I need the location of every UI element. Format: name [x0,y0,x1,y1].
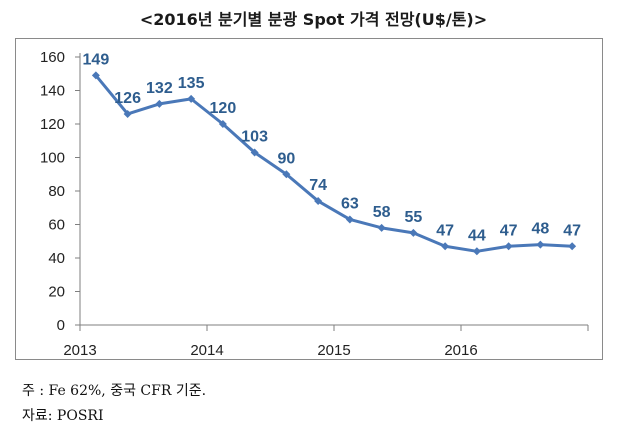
y-tick-labels: 0 20 40 60 80 100 120 140 160 [40,49,65,334]
data-label: 103 [241,128,268,145]
data-label: 47 [563,222,581,239]
footnote: 주 : Fe 62%, 중국 CFR 기준. [22,383,207,399]
y-tick-label: 20 [48,284,65,301]
x-tick-labels: 2013 2014 2015 2016 [63,342,477,359]
x-tick-label: 2014 [190,342,223,359]
data-label: 135 [178,75,205,92]
data-label: 74 [309,177,327,194]
data-points [91,71,577,256]
data-label: 55 [404,209,422,226]
data-label: 120 [210,100,237,117]
data-point [472,247,481,256]
data-point [123,109,132,118]
data-label: 58 [373,204,391,221]
data-point [409,228,418,237]
data-label: 132 [146,80,173,97]
y-tick-label: 60 [48,217,65,234]
data-point [504,242,513,251]
data-point [377,223,386,232]
y-tick-label: 0 [57,317,65,334]
y-tick-label: 80 [48,183,65,200]
x-tick-label: 2015 [317,342,350,359]
data-point [345,215,354,224]
y-tick-label: 120 [40,116,65,133]
x-tick-label: 2016 [444,342,477,359]
data-point [536,240,545,249]
data-point [218,120,227,128]
data-point [155,99,164,108]
chart-frame [15,38,603,360]
data-label: 90 [277,150,295,167]
data-point [314,197,323,206]
y-tick-label: 40 [48,250,65,267]
chart-axes [75,53,589,331]
x-tick-label: 2013 [63,342,96,359]
chart-title: <2016년 분기별 분광 Spot 가격 전망(U$/톤)> [139,10,488,29]
data-label: 47 [436,222,454,239]
data-label: 149 [83,51,110,68]
data-point [282,170,291,179]
data-label: 47 [500,222,518,239]
source-note: 자료: POSRI [22,408,104,424]
y-tick-label: 100 [40,150,65,167]
y-tick-label: 140 [40,83,65,100]
series-line-path [94,74,573,253]
y-tick-label: 160 [40,49,65,66]
data-label: 48 [531,221,549,238]
data-label: 63 [341,195,359,212]
data-label: 44 [468,227,486,244]
data-point [91,71,100,80]
data-point [568,242,577,251]
data-label: 126 [114,90,141,107]
data-point [250,148,259,157]
line-chart: 0 20 40 60 80 100 120 140 160 2013 2014 2015 2016 1… [40,49,589,359]
series-line [94,74,573,253]
data-point [441,242,450,251]
data-point [187,94,196,103]
